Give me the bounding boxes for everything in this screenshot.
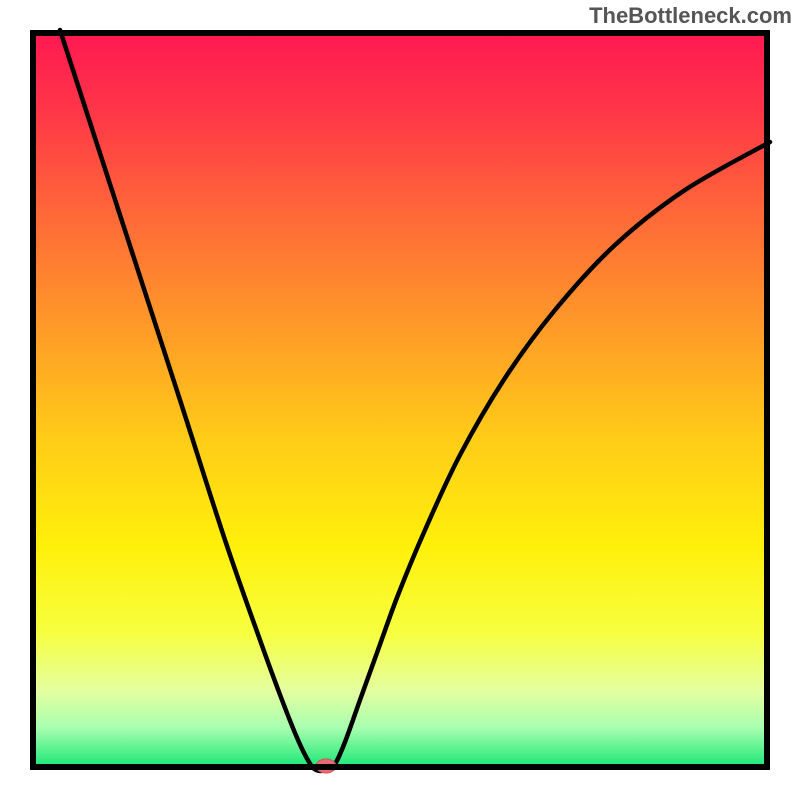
frame-right (764, 30, 770, 770)
frame-top (30, 30, 770, 36)
frame-left (30, 30, 36, 770)
gradient-plot-area (36, 36, 764, 764)
watermark-text: TheBottleneck.com (589, 3, 792, 29)
frame-bottom (30, 764, 770, 770)
chart-svg (0, 0, 800, 800)
bottleneck-chart: TheBottleneck.com (0, 0, 800, 800)
